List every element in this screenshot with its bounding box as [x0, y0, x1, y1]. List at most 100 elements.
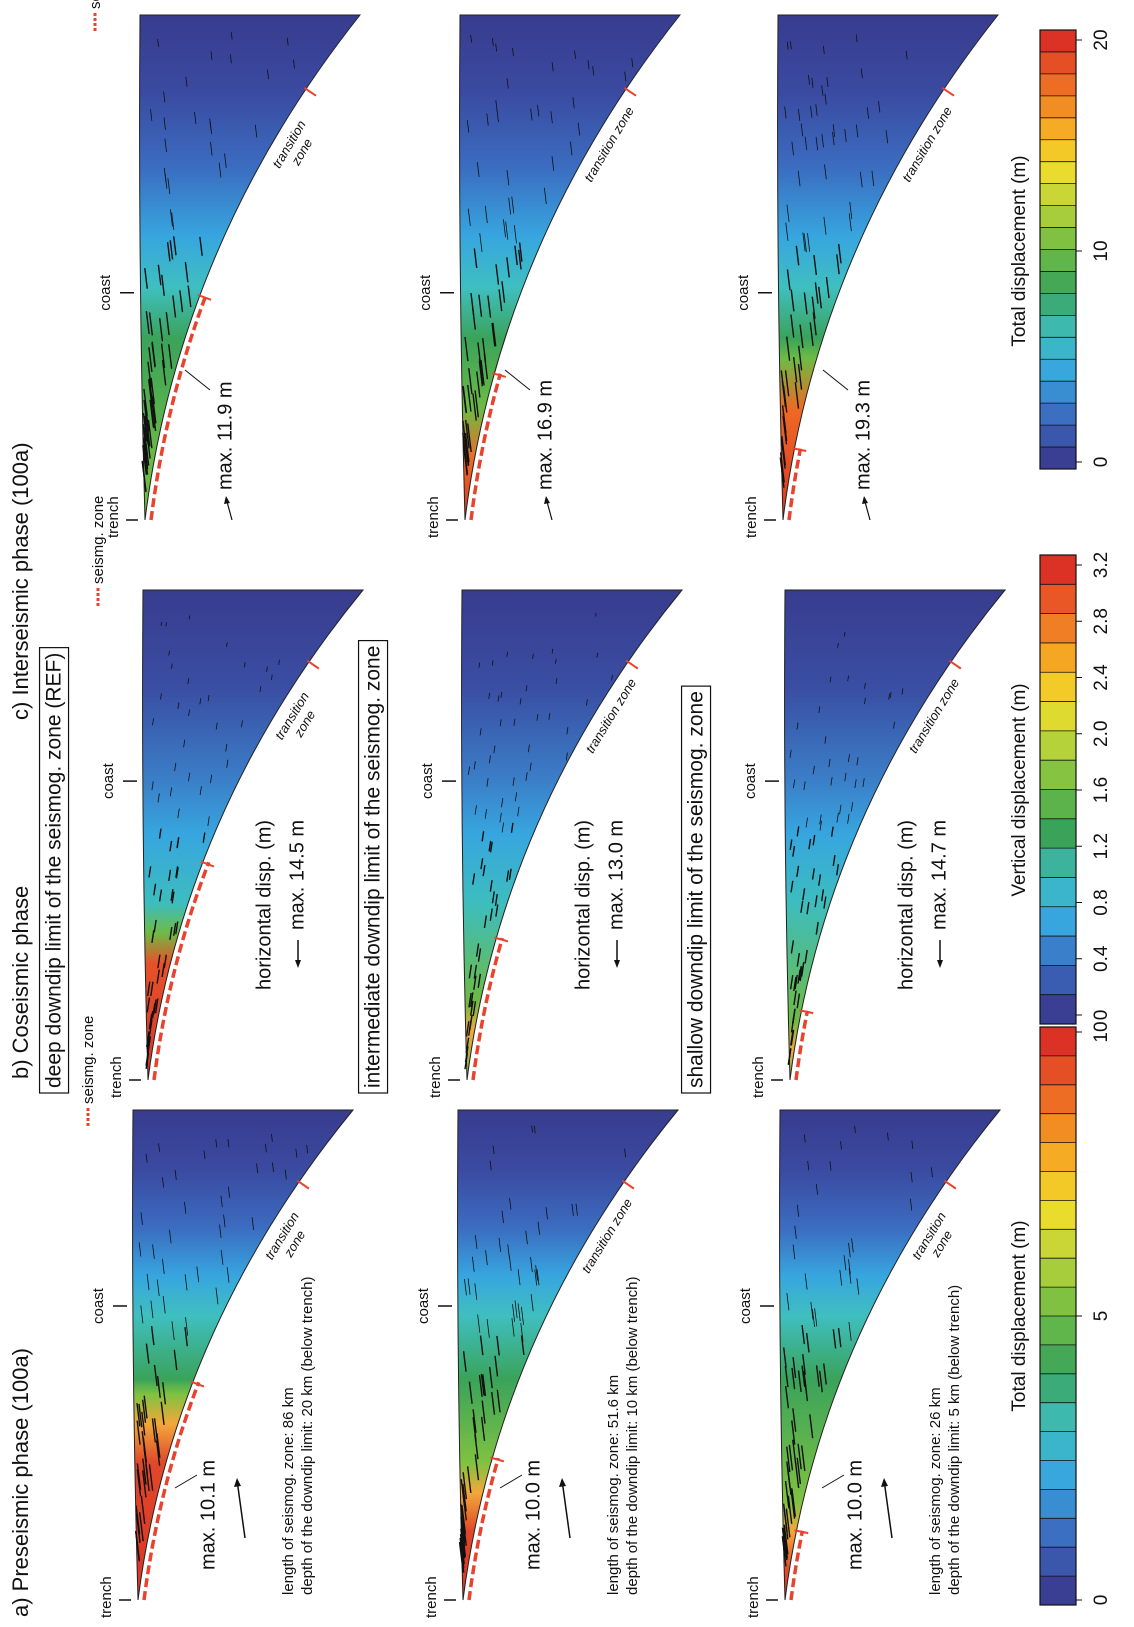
vector: [152, 718, 154, 726]
vector: [143, 437, 148, 467]
colorbar-segment: [1040, 73, 1076, 96]
vector: [565, 752, 568, 761]
colorbar-segment: [1040, 336, 1076, 360]
vector: [473, 761, 476, 770]
zone-limit-tick: [792, 447, 807, 452]
vector: [496, 110, 499, 123]
vector: [596, 652, 599, 658]
vector: [165, 312, 170, 336]
vector: [797, 363, 803, 390]
vector: [821, 134, 824, 148]
vector: [814, 1308, 818, 1327]
vector: [803, 233, 807, 253]
vector: [543, 187, 547, 205]
vector: [157, 39, 159, 47]
vector: [789, 749, 792, 758]
colorbar-segment: [1040, 1431, 1076, 1461]
vector: [486, 778, 489, 787]
vector: [188, 709, 190, 717]
colorbar-segment: [1040, 424, 1076, 448]
vector: [572, 97, 575, 109]
vector: [171, 663, 173, 669]
seismg-label: seismg. zone: [87, 0, 104, 9]
zone-limit-tick: [190, 1380, 205, 1388]
vector: [789, 41, 792, 50]
colorbar-segment: [1040, 554, 1076, 585]
vector: [151, 1418, 157, 1443]
zone-limit-tick: [794, 1529, 809, 1535]
colorbar-segment: [1040, 1517, 1076, 1548]
vector: [888, 693, 891, 700]
vector: [789, 839, 793, 850]
trench-label: trench: [105, 496, 122, 538]
vector: [495, 264, 500, 285]
vector: [793, 779, 796, 789]
note-line: length of seismog. zone: 86 km: [280, 1387, 297, 1595]
vector: [784, 370, 790, 397]
vector: [243, 662, 246, 668]
note-line: depth of the downdip limit: 10 km (below…: [624, 1277, 641, 1596]
coast-label: coast: [737, 1287, 754, 1324]
vector: [809, 1414, 814, 1439]
colorbar-tick-label: 3.2: [1091, 552, 1112, 578]
colorbar-segment: [1040, 701, 1076, 731]
vector: [470, 1000, 474, 1016]
vector: [587, 60, 590, 70]
vector: [170, 889, 174, 902]
vector: [150, 1325, 155, 1346]
vector: [495, 43, 498, 52]
seismogenic-zone-line: [152, 861, 211, 1081]
vector: [837, 643, 839, 648]
vector: [185, 76, 188, 87]
vector: [887, 1132, 889, 1141]
vector: [488, 1366, 493, 1389]
vector: [464, 1278, 467, 1296]
vector: [173, 1349, 178, 1371]
vector: [794, 382, 800, 409]
vector: [173, 236, 177, 256]
vector: [473, 248, 478, 269]
vector: [506, 78, 509, 89]
column-title: b) Coseismic phase: [8, 886, 33, 1079]
vector: [241, 720, 243, 728]
vector: [790, 1029, 794, 1046]
colorbar-segment: [1040, 292, 1076, 316]
vector: [815, 921, 819, 935]
vector: [551, 648, 554, 654]
vector: [478, 662, 481, 668]
vector: [786, 1293, 790, 1311]
vector: [823, 216, 827, 235]
vector: [512, 777, 515, 786]
colorbar-segment: [1040, 1113, 1076, 1143]
vector: [479, 233, 483, 253]
vector: [157, 793, 160, 803]
vector: [848, 1242, 851, 1258]
vector: [555, 678, 558, 684]
vector: [484, 205, 488, 224]
colorbar-segment: [1040, 270, 1076, 294]
vector: [829, 676, 832, 683]
vector: [862, 778, 865, 788]
vector: [160, 693, 162, 700]
vector: [467, 208, 471, 226]
vector: [161, 274, 165, 296]
hdisp-arrowhead: [295, 960, 301, 968]
vector: [545, 1207, 548, 1220]
vector: [792, 1244, 796, 1260]
vector: [824, 164, 827, 180]
vector: [138, 1403, 143, 1428]
colorbar-segment: [1040, 759, 1076, 790]
vector: [533, 1125, 536, 1134]
vector: [577, 122, 581, 136]
vector: [812, 765, 815, 775]
wedge: [461, 589, 684, 1081]
max-arrowhead: [234, 1478, 241, 1487]
vector: [140, 1305, 144, 1324]
max-arrow: [883, 1479, 893, 1539]
colorbar-segment: [1040, 1228, 1076, 1259]
colorbar-segment: [1040, 139, 1076, 162]
zone-limit-tick: [492, 372, 507, 378]
colorbar-segment: [1040, 29, 1076, 52]
vector: [151, 781, 154, 791]
colorbar-segment: [1040, 1546, 1076, 1577]
